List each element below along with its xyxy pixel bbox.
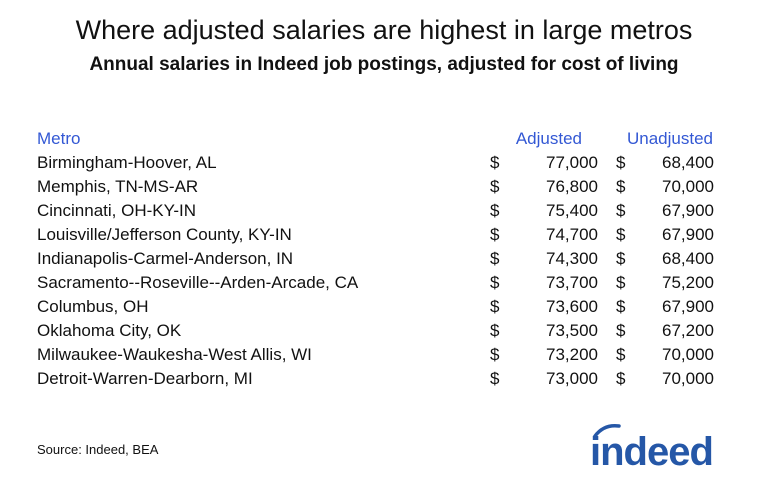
adjusted-salary: 73,000: [546, 369, 598, 388]
currency-sign: $: [490, 153, 500, 172]
metro-name: Milwaukee-Waukesha-West Allis, WI: [37, 345, 312, 364]
unadjusted-salary: 75,200: [662, 273, 714, 292]
column-header: Metro: [37, 129, 81, 148]
adjusted-salary: 75,400: [546, 201, 598, 220]
currency-sign: $: [616, 177, 626, 196]
metro-name: Birmingham-Hoover, AL: [37, 153, 217, 172]
currency-sign: $: [490, 321, 500, 340]
currency-sign: $: [490, 225, 500, 244]
metro-name: Detroit-Warren-Dearborn, MI: [37, 369, 253, 388]
source-note: Source: Indeed, BEA: [37, 442, 159, 457]
unadjusted-salary: 67,900: [662, 225, 714, 244]
currency-sign: $: [490, 369, 500, 388]
metro-name: Sacramento--Roseville--Arden-Arcade, CA: [37, 273, 359, 292]
currency-sign: $: [616, 345, 626, 364]
unadjusted-salary: 70,000: [662, 345, 714, 364]
metro-name: Memphis, TN-MS-AR: [37, 177, 199, 196]
currency-sign: $: [490, 297, 500, 316]
adjusted-salary: 73,200: [546, 345, 598, 364]
adjusted-salary: 73,600: [546, 297, 598, 316]
currency-sign: $: [490, 249, 500, 268]
metro-name: Cincinnati, OH-KY-IN: [37, 201, 197, 220]
currency-sign: $: [490, 273, 500, 292]
title: Where adjusted salaries are highest in l…: [75, 15, 693, 45]
column-header: Unadjusted: [626, 129, 713, 148]
adjusted-salary: 76,800: [546, 177, 598, 196]
metro-name: Louisville/Jefferson County, KY-IN: [37, 225, 292, 244]
adjusted-salary: 73,700: [546, 273, 598, 292]
unadjusted-salary: 68,400: [662, 249, 714, 268]
currency-sign: $: [616, 369, 626, 388]
unadjusted-salary: 70,000: [662, 369, 714, 388]
unadjusted-salary: 68,400: [662, 153, 714, 172]
adjusted-salary: 74,300: [546, 249, 598, 268]
subtitle: Annual salaries in Indeed job postings, …: [89, 54, 679, 75]
currency-sign: $: [616, 273, 626, 292]
adjusted-salary: 77,000: [546, 153, 598, 172]
metro-name: Oklahoma City, OK: [37, 321, 182, 340]
currency-sign: $: [490, 345, 500, 364]
adjusted-salary: 74,700: [546, 225, 598, 244]
unadjusted-salary: 70,000: [662, 177, 714, 196]
currency-sign: $: [616, 225, 626, 244]
currency-sign: $: [490, 201, 500, 220]
unadjusted-salary: 67,900: [662, 201, 714, 220]
currency-sign: $: [616, 321, 626, 340]
column-header: Adjusted: [515, 129, 582, 148]
unadjusted-salary: 67,200: [662, 321, 714, 340]
currency-sign: $: [616, 153, 626, 172]
adjusted-salary: 73,500: [546, 321, 598, 340]
logo-swoosh: [593, 423, 621, 438]
currency-sign: $: [490, 177, 500, 196]
unadjusted-salary: 67,900: [662, 297, 714, 316]
logo: indeed: [590, 430, 714, 474]
metro-name: Columbus, OH: [37, 297, 149, 316]
currency-sign: $: [616, 249, 626, 268]
currency-sign: $: [616, 201, 626, 220]
metro-name: Indianapolis-Carmel-Anderson, IN: [37, 249, 294, 268]
currency-sign: $: [616, 297, 626, 316]
